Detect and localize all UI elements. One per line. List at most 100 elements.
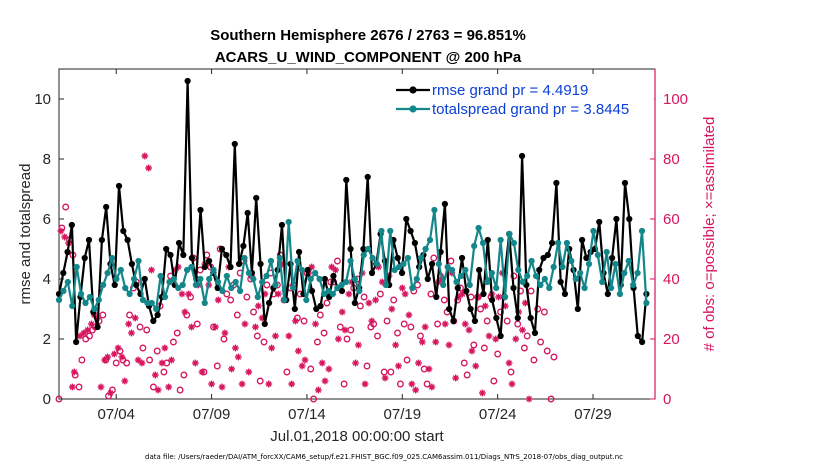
series-point-totalspread (541, 275, 548, 283)
series-point-totalspread (400, 260, 407, 268)
series-point-totalspread (135, 257, 142, 265)
series-point-rmse (188, 254, 196, 262)
obs-assimilated-point (185, 290, 193, 298)
obs-assimilated-stroke (362, 381, 368, 387)
series-point-rmse (347, 245, 354, 253)
obs-assimilated-stroke (239, 381, 245, 387)
obs-assimilated-stroke (179, 291, 185, 297)
obs-possible-point (139, 344, 147, 352)
series-point-totalspread (197, 275, 204, 283)
obs-assimilated-point (245, 368, 253, 376)
series-point-totalspread (395, 263, 403, 271)
obs-assimilated-point (335, 335, 342, 343)
series-point-totalspread (550, 263, 557, 271)
obs-possible-point (112, 359, 120, 367)
obs-assimilated-point (512, 335, 520, 343)
series-point-rmse (291, 305, 298, 313)
series-point-totalspread (228, 284, 235, 292)
obs-assimilated-point (341, 326, 349, 334)
series-point-rmse (343, 176, 350, 184)
obs-assimilated-stroke (188, 324, 195, 330)
obs-assimilated-stroke (295, 348, 302, 354)
obs-assimilated-stroke (292, 318, 299, 324)
obs-assimilated-point (178, 290, 186, 298)
obs-assimilated-stroke (61, 234, 68, 240)
series-point-totalspread (206, 275, 213, 283)
obs-assimilated-stroke (242, 321, 248, 327)
series-point-totalspread (245, 269, 253, 277)
obs-assimilated-stroke (168, 357, 175, 363)
series-point-rmse (527, 314, 534, 322)
obs-possible-point (523, 332, 531, 340)
series-point-rmse (398, 269, 406, 277)
series-point-rmse (553, 179, 560, 187)
obs-assimilated-point (461, 320, 469, 328)
obs-possible-point (300, 317, 308, 325)
obs-assimilated-point (445, 341, 453, 349)
obs-assimilated-point (478, 389, 486, 397)
series-point-rmse (497, 332, 504, 340)
series-point-rmse (493, 314, 500, 322)
obs-assimilated-point (252, 323, 259, 331)
series-point-totalspread (148, 299, 155, 307)
obs-assimilated-point (441, 320, 449, 328)
obs-assimilated-point (121, 377, 129, 385)
obs-assimilated-stroke (128, 330, 135, 336)
obs-possible-point (173, 329, 181, 337)
series-point-totalspread (515, 266, 522, 274)
obs-assimilated-stroke (69, 384, 76, 390)
series-point-totalspread (161, 293, 169, 301)
series-point-rmse (450, 317, 457, 325)
obs-assimilated-point (134, 356, 142, 364)
obs-possible-point (550, 353, 558, 361)
series-point-totalspread (630, 281, 637, 289)
obs-assimilated-stroke (428, 384, 435, 390)
obs-possible-point (407, 323, 415, 331)
obs-assimilated-stroke (426, 366, 432, 372)
obs-possible-point (307, 365, 315, 373)
obs-possible-point (470, 341, 478, 349)
obs-assimilated-point (314, 386, 322, 394)
series-point-totalspread (104, 269, 111, 277)
series-point-rmse (175, 239, 183, 247)
y-tick-label-right: 80 (663, 151, 680, 168)
obs-assimilated-point (232, 344, 239, 352)
obs-possible-point (427, 290, 435, 298)
obs-possible-point (403, 356, 411, 364)
obs-assimilated-stroke (199, 369, 205, 375)
obs-assimilated-stroke (228, 366, 235, 372)
obs-possible-point (243, 293, 251, 301)
obs-possible-point (376, 290, 384, 298)
obs-possible-point (507, 368, 515, 376)
obs-assimilated-stroke (395, 363, 402, 369)
obs-possible-point (547, 395, 555, 403)
obs-possible-point (494, 350, 502, 358)
obs-assimilated-stroke (152, 372, 159, 378)
obs-assimilated-stroke (472, 363, 479, 369)
y-tick-label-left: 2 (43, 331, 51, 348)
series-point-totalspread (435, 260, 442, 268)
series-point-totalspread (170, 275, 177, 283)
y-tick-label-right: 40 (663, 271, 680, 288)
series-point-rmse (561, 290, 569, 298)
y-tick-label-left: 0 (43, 391, 51, 408)
series-point-totalspread (378, 227, 385, 235)
series-point-totalspread (440, 281, 447, 289)
obs-assimilated-point (84, 326, 92, 334)
series-point-totalspread (347, 257, 354, 265)
obs-assimilated-stroke (392, 342, 399, 348)
series-point-rmse (94, 323, 101, 331)
obs-assimilated-stroke (139, 360, 145, 366)
series-point-totalspread (64, 278, 71, 286)
series-point-totalspread (422, 245, 429, 253)
series-point-totalspread (532, 272, 540, 280)
series-point-rmse (626, 215, 633, 223)
legend-marker-rmse (409, 86, 417, 94)
series-point-totalspread (329, 290, 336, 298)
series-point-rmse (510, 284, 517, 292)
series-point-rmse (218, 245, 226, 253)
series-point-totalspread (281, 296, 288, 304)
obs-possible-point (227, 296, 235, 304)
obs-assimilated-stroke (288, 381, 295, 387)
series-point-totalspread (409, 284, 416, 292)
